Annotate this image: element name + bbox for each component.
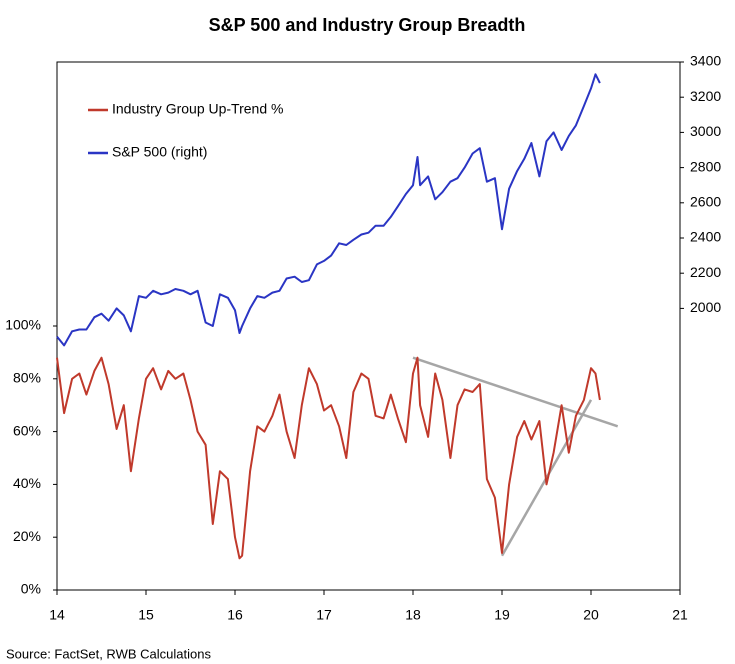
y-tick-label: 20%: [13, 528, 41, 544]
x-tick-label: 14: [49, 607, 65, 623]
y-tick-label: 0%: [21, 581, 41, 597]
chart-title: S&P 500 and Industry Group Breadth: [209, 15, 526, 35]
y-tick-label: 60%: [13, 422, 41, 438]
y2-tick-label: 3200: [690, 88, 721, 104]
y2-tick-label: 2000: [690, 299, 721, 315]
x-tick-label: 16: [227, 607, 243, 623]
y2-tick-label: 2200: [690, 264, 721, 280]
y2-tick-label: 3400: [690, 53, 721, 69]
x-tick-label: 19: [494, 607, 510, 623]
x-tick-label: 15: [138, 607, 154, 623]
legend-label: Industry Group Up-Trend %: [112, 101, 283, 117]
y-tick-label: 80%: [13, 370, 41, 386]
y2-tick-label: 2600: [690, 194, 721, 210]
y-tick-label: 100%: [5, 317, 41, 333]
x-tick-label: 21: [672, 607, 688, 623]
y2-tick-label: 2800: [690, 158, 721, 174]
x-tick-label: 17: [316, 607, 332, 623]
y-tick-label: 40%: [13, 475, 41, 491]
source-note: Source: FactSet, RWB Calculations: [6, 646, 211, 661]
plot-frame: [56, 61, 681, 591]
x-tick-label: 18: [405, 607, 421, 623]
series-line: [56, 73, 601, 347]
y2-tick-label: 3000: [690, 123, 721, 139]
legend-label: S&P 500 (right): [112, 144, 207, 160]
y2-tick-label: 2400: [690, 229, 721, 245]
series-line: [56, 356, 601, 560]
x-tick-label: 20: [583, 607, 599, 623]
